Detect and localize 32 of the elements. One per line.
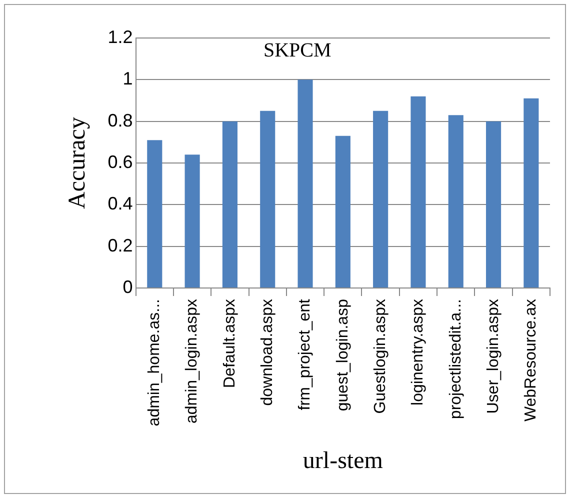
x-tick-label: User_login.aspx (484, 299, 502, 414)
bar (147, 140, 162, 288)
y-tick-label: 0.4 (108, 194, 133, 214)
chart-title: SKPCM (263, 39, 332, 62)
bar (448, 115, 464, 288)
x-tick-label: guest_login.asp (334, 298, 352, 412)
y-tick-label: 0.6 (108, 152, 133, 172)
x-tick-label: frm_project_ent (296, 298, 314, 410)
bar (410, 96, 426, 288)
x-tick-label: WebResource.ax (522, 299, 540, 422)
x-tick-label: download.aspx (259, 299, 276, 406)
bar (222, 121, 238, 288)
bar (184, 154, 200, 288)
bar (524, 98, 539, 288)
x-tick-label: projectlistedit.a... (447, 299, 464, 420)
x-tick-label: Default.aspx (221, 299, 238, 388)
bar (298, 80, 313, 288)
x-tick-label: loginentry.aspx (410, 299, 427, 406)
y-tick-label: 0.2 (108, 235, 133, 256)
bar (373, 110, 388, 288)
bar (260, 110, 276, 288)
y-tick-label: 0.8 (108, 110, 133, 130)
x-axis-title: url-stem (302, 448, 384, 474)
x-tick-label: admin_login.aspx (184, 299, 201, 424)
bar (486, 121, 502, 288)
y-tick-label: 0 (122, 276, 133, 297)
x-tick-label: Guestlogin.aspx (372, 299, 389, 414)
y-tick-label: 1 (122, 68, 133, 89)
y-tick-label: 1.2 (108, 26, 133, 47)
bar (335, 136, 350, 288)
y-axis-title: Accuracy (64, 117, 91, 209)
x-tick-label: admin_home.as... (146, 299, 164, 426)
